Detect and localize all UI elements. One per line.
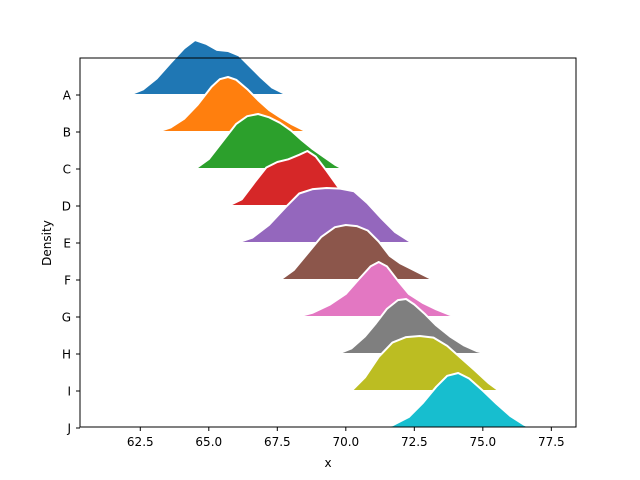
y-axis-label: Density xyxy=(40,220,54,266)
y-tick-label: I xyxy=(67,385,71,399)
ridge-H xyxy=(336,298,490,355)
ridge-J xyxy=(375,372,534,429)
x-tick-label: 75.0 xyxy=(469,435,496,449)
y-tick-label: D xyxy=(62,200,71,214)
y-tick-label: E xyxy=(63,237,71,251)
ridge-G xyxy=(295,261,460,318)
y-tick-label: G xyxy=(62,311,71,325)
ridge-A xyxy=(128,39,290,96)
x-tick-label: 72.5 xyxy=(401,435,428,449)
y-tick-label: J xyxy=(66,422,71,436)
x-tick-label: 65.0 xyxy=(195,435,222,449)
y-axis: A B C D E F G H I J xyxy=(62,89,80,436)
x-axis: 62.5 65.0 67.5 70.0 72.5 75.0 77.5 xyxy=(127,427,565,449)
y-tick-label: A xyxy=(63,89,72,103)
x-tick-label: 77.5 xyxy=(538,435,565,449)
y-tick-label: B xyxy=(63,126,71,140)
ridge-E xyxy=(235,187,416,244)
ridge-F xyxy=(279,224,435,281)
ridge-layer xyxy=(128,39,534,429)
y-tick-label: H xyxy=(62,348,71,362)
x-axis-label: x xyxy=(324,456,331,470)
x-tick-label: 70.0 xyxy=(332,435,359,449)
x-tick-label: 67.5 xyxy=(264,435,291,449)
x-tick-label: 62.5 xyxy=(127,435,154,449)
y-tick-label: C xyxy=(63,163,71,177)
y-tick-label: F xyxy=(64,274,71,288)
